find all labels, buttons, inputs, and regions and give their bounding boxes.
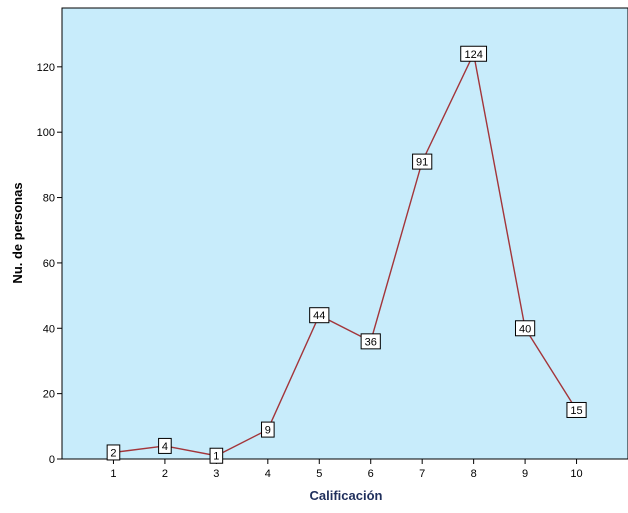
data-label: 36 bbox=[360, 333, 381, 350]
data-label-box bbox=[412, 153, 433, 170]
data-label-box bbox=[209, 447, 224, 464]
data-label: 4 bbox=[158, 437, 172, 454]
data-label-text: 9 bbox=[265, 425, 271, 437]
x-tick-label: 4 bbox=[265, 468, 271, 480]
data-label-text: 36 bbox=[365, 336, 377, 348]
y-tick-label: 40 bbox=[43, 323, 55, 335]
data-label-box bbox=[566, 401, 587, 418]
data-label-text: 124 bbox=[464, 49, 482, 61]
data-label-box bbox=[309, 307, 330, 324]
x-tick-label: 10 bbox=[570, 468, 582, 480]
data-label-text: 4 bbox=[162, 441, 168, 453]
y-tick-label: 100 bbox=[37, 127, 55, 139]
y-axis-title: Nu. de personas bbox=[10, 182, 25, 283]
x-tick-label: 3 bbox=[213, 468, 219, 480]
data-label-text: 44 bbox=[313, 310, 325, 322]
x-axis-title: Calificación bbox=[310, 488, 383, 503]
data-label: 15 bbox=[566, 401, 587, 418]
data-label: 40 bbox=[514, 320, 536, 337]
y-tick-label: 0 bbox=[49, 454, 55, 466]
series-line bbox=[113, 51, 578, 457]
plot-area bbox=[61, 7, 628, 460]
data-label: 1 bbox=[209, 447, 224, 464]
x-tick-label: 5 bbox=[316, 468, 322, 480]
data-labels: 2 4 1 9 44 36 91 124 40 15 bbox=[106, 45, 587, 464]
data-label: 9 bbox=[261, 421, 275, 438]
data-label: 44 bbox=[309, 307, 330, 324]
data-label-box bbox=[106, 444, 121, 461]
data-label-text: 2 bbox=[110, 447, 116, 459]
x-tick-label: 6 bbox=[368, 468, 374, 480]
data-label-text: 1 bbox=[213, 451, 219, 463]
x-tick-label: 1 bbox=[110, 468, 116, 480]
data-label: 2 bbox=[106, 444, 121, 461]
data-label: 124 bbox=[460, 45, 488, 62]
x-axis: 1 2 3 4 5 6 7 8 9 10 bbox=[110, 459, 583, 480]
x-tick-label: 9 bbox=[522, 468, 528, 480]
x-tick-label: 2 bbox=[162, 468, 168, 480]
y-tick-label: 120 bbox=[37, 62, 55, 74]
data-label-box bbox=[261, 421, 275, 438]
data-label-text: 40 bbox=[519, 323, 531, 335]
data-label: 91 bbox=[412, 153, 433, 170]
data-label-box bbox=[158, 437, 172, 454]
y-tick-label: 60 bbox=[43, 258, 55, 270]
data-label-text: 91 bbox=[416, 157, 428, 169]
x-tick-label: 8 bbox=[471, 468, 477, 480]
x-tick-label: 7 bbox=[419, 468, 425, 480]
data-label-box bbox=[460, 45, 488, 62]
data-label-text: 15 bbox=[570, 405, 582, 417]
y-axis: 0 20 40 60 80 100 120 bbox=[37, 62, 62, 466]
data-label-box bbox=[360, 333, 381, 350]
data-label-box bbox=[514, 320, 536, 337]
y-tick-label: 20 bbox=[43, 389, 55, 401]
y-tick-label: 80 bbox=[43, 193, 55, 205]
